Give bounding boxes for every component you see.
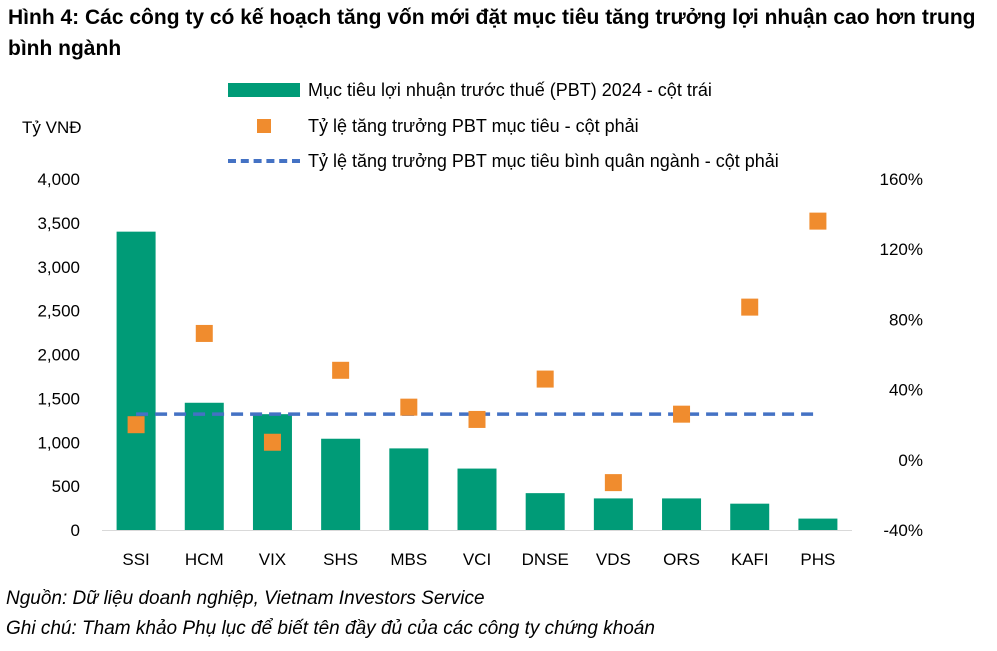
x-tick-label: VIX xyxy=(259,550,286,569)
x-tick-label: VDS xyxy=(596,550,631,569)
marker-vds xyxy=(604,474,622,492)
legend-label-pbt-target: Mục tiêu lợi nhuận trước thuế (PBT) 2024… xyxy=(308,80,712,100)
x-tick-label: MBS xyxy=(390,550,427,569)
chart-title: Hình 4: Các công ty có kế hoạch tăng vốn… xyxy=(8,6,976,60)
marker-hcm xyxy=(195,324,213,342)
y-tick-label-left: 1,500 xyxy=(37,389,80,408)
marker-kafi xyxy=(741,298,759,316)
marker-ssi xyxy=(127,416,145,434)
bar-vds xyxy=(593,498,633,530)
marker-shs xyxy=(332,361,350,379)
bar-hcm xyxy=(184,402,224,530)
bar-kafi xyxy=(730,503,770,530)
x-tick-label: ORS xyxy=(663,550,700,569)
bar-mbs xyxy=(389,448,429,530)
x-tick-label: SSI xyxy=(122,550,149,569)
x-tick-label: SHS xyxy=(323,550,358,569)
y-tick-label-left: 0 xyxy=(71,521,80,540)
y-tick-label-right: 0% xyxy=(898,451,923,470)
bar-shs xyxy=(321,438,361,530)
marker-ors xyxy=(673,405,691,423)
y-tick-label-right: -40% xyxy=(883,521,923,540)
marker-vci xyxy=(468,410,486,428)
y-tick-label-left: 2,000 xyxy=(37,346,80,365)
remark-note: Ghi chú: Tham khảo Phụ lục để biết tên đ… xyxy=(6,618,655,639)
y-tick-label-right: 160% xyxy=(880,170,923,189)
y-tick-label-left: 1,000 xyxy=(37,433,80,452)
bar-vci xyxy=(457,468,497,530)
marker-mbs xyxy=(400,398,418,416)
x-tick-label: VCI xyxy=(463,550,491,569)
marker-phs xyxy=(809,212,827,230)
bar-ssi xyxy=(116,231,156,530)
bar-phs xyxy=(798,518,838,530)
source-note: Nguồn: Dữ liệu doanh nghiệp, Vietnam Inv… xyxy=(6,588,485,609)
y-tick-label-right: 80% xyxy=(889,310,923,329)
y-tick-label-left: 3,000 xyxy=(37,258,80,277)
bar-dnse xyxy=(525,493,565,530)
legend-label-industry-avg: Tỷ lệ tăng trưởng PBT mục tiêu bình quân… xyxy=(308,151,779,171)
legend-bar-swatch xyxy=(228,76,300,104)
x-tick-label: KAFI xyxy=(731,550,769,569)
legend-label-growth: Tỷ lệ tăng trưởng PBT mục tiêu - cột phả… xyxy=(308,116,639,136)
bar-vix xyxy=(252,414,292,530)
y-tick-label-right: 40% xyxy=(889,381,923,400)
y-tick-label-left: 2,500 xyxy=(37,302,80,321)
x-tick-label: DNSE xyxy=(522,550,569,569)
y-axis-unit-label: Tỷ VNĐ xyxy=(22,118,82,137)
x-tick-label: PHS xyxy=(800,550,835,569)
legend-line-swatch xyxy=(228,147,300,175)
x-tick-label: HCM xyxy=(185,550,224,569)
y-tick-label-right: 120% xyxy=(880,240,923,259)
y-tick-label-left: 500 xyxy=(52,477,80,496)
y-tick-label-left: 4,000 xyxy=(37,170,80,189)
marker-vix xyxy=(263,433,281,451)
legend-marker-swatch xyxy=(228,112,300,140)
bar-ors xyxy=(662,498,702,530)
marker-dnse xyxy=(536,370,554,388)
y-tick-label-left: 3,500 xyxy=(37,214,80,233)
